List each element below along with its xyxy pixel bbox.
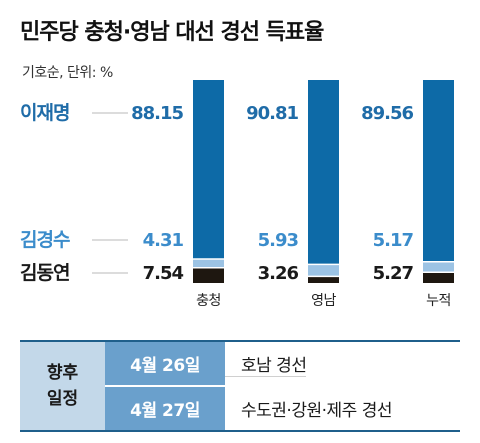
- bar-kim-kyungsoo-2: [423, 261, 454, 273]
- value-label-kim-kyungsoo-2: 5.17: [373, 230, 414, 251]
- value-label-kim-dongyeon-2: 5.27: [373, 263, 414, 284]
- schedule-event: 수도권·강원·제주 경선: [241, 401, 392, 421]
- series-label-kim-dongyeon: 김동연: [20, 262, 69, 284]
- series-label-kim-kyungsoo: 김경수: [20, 229, 70, 251]
- bar-kim-dongyeon-2: [423, 272, 454, 283]
- schedule-row: 4월 27일 수도권·강원·제주 경선: [105, 387, 460, 430]
- value-label-kim-kyungsoo-0: 4.31: [143, 230, 184, 251]
- schedule-header-line2: 일정: [46, 389, 79, 409]
- category-label-2: 누적: [426, 293, 451, 309]
- series-label-lee-jaemyung: 이재명: [20, 102, 69, 124]
- value-label-kim-dongyeon-1: 3.26: [258, 263, 299, 284]
- value-label-kim-kyungsoo-1: 5.93: [258, 230, 299, 251]
- schedule-date: 4월 27일: [105, 387, 225, 430]
- category-label-0: 충청: [196, 293, 221, 309]
- value-label-lee-jaemyung-2: 89.56: [361, 103, 413, 124]
- schedule-row: 4월 26일 호남 경선: [105, 342, 460, 387]
- bar-kim-dongyeon-1: [308, 276, 339, 283]
- chart-title: 민주당 충청·영남 대선 경선 득표율: [20, 20, 324, 45]
- value-label-kim-dongyeon-0: 7.54: [143, 263, 184, 284]
- bar-lee-jaemyung-1: [308, 80, 339, 265]
- bar-kim-kyungsoo-0: [193, 258, 224, 268]
- bar-lee-jaemyung-2: [423, 80, 454, 262]
- value-label-lee-jaemyung-0: 88.15: [131, 103, 183, 124]
- bar-lee-jaemyung-0: [193, 80, 224, 259]
- unit-label: 기호순, 단위: %: [22, 65, 113, 81]
- bar-kim-dongyeon-0: [193, 267, 224, 283]
- category-label-1: 영남: [311, 293, 336, 309]
- bar-kim-kyungsoo-1: [308, 264, 339, 277]
- value-label-lee-jaemyung-1: 90.81: [246, 103, 298, 124]
- schedule-header: 향후 일정: [20, 342, 105, 430]
- schedule-header-line1: 향후: [46, 363, 79, 383]
- schedule-table: 향후 일정 4월 26일 호남 경선 4월 27일 수도권·강원·제주 경선: [20, 340, 460, 432]
- schedule-event: 호남 경선: [225, 351, 307, 377]
- schedule-date: 4월 26일: [105, 342, 225, 385]
